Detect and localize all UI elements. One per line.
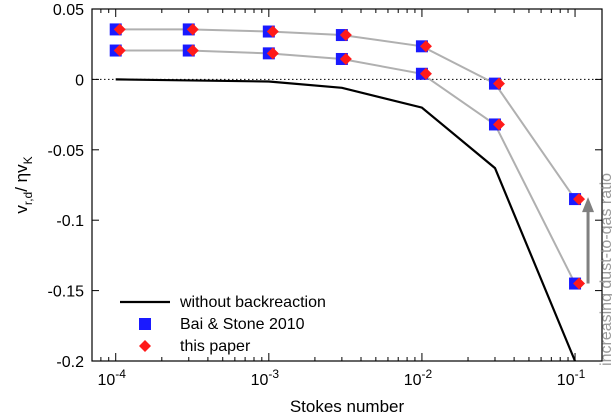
annotation-text: increasing dust-to-gas ratio	[598, 173, 612, 366]
y-axis-label-denominator: / ηv	[12, 164, 31, 192]
y-tick-label: -0.2	[56, 354, 84, 371]
this-paper-diamond-marker	[419, 67, 432, 80]
this-paper-diamond-marker	[186, 44, 199, 57]
y-tick-label: -0.1	[56, 213, 84, 230]
this-paper-diamond-marker	[573, 193, 586, 206]
y-tick-label: 0.05	[53, 2, 84, 19]
this-paper-diamond-marker	[113, 23, 126, 36]
y-tick-label: -0.15	[48, 284, 85, 301]
y-axis-label: vr,d/ ηvK	[12, 156, 35, 213]
this-paper-diamond-marker	[266, 47, 279, 60]
this-paper-diamond-marker	[339, 52, 352, 65]
y-tick-label: -0.05	[48, 143, 85, 160]
marker-layer	[109, 23, 586, 290]
series-line-without-backreaction	[115, 78, 577, 362]
x-tick-label: 10-3	[251, 367, 280, 389]
y-tick-label: 0	[75, 72, 84, 89]
legend-label: Bai & Stone 2010	[180, 316, 305, 333]
y-axis-label-den-sub: K	[21, 156, 35, 164]
this-paper-diamond-marker	[113, 44, 126, 57]
x-axis-label: Stokes number	[290, 397, 405, 416]
x-tick-label: 10-2	[404, 367, 433, 389]
tick-layer: 0.05 0 -0.05 -0.1 -0.15 -0.2 10-4 10-3 10-2 10-1	[48, 2, 602, 389]
this-paper-diamond-marker	[492, 118, 505, 131]
annotation: increasing dust-to-gas ratio	[582, 173, 612, 366]
this-paper-diamond-marker	[573, 277, 586, 290]
this-paper-diamond-marker	[419, 40, 432, 53]
legend-swatch-square	[139, 318, 151, 330]
y-axis-label-sub: r,d	[21, 192, 35, 205]
legend-swatch-diamond	[139, 340, 151, 352]
this-paper-diamond-marker	[266, 25, 279, 38]
this-paper-diamond-marker	[186, 23, 199, 36]
annotation-arrowhead	[582, 197, 595, 213]
legend-label: without backreaction	[179, 294, 326, 311]
legend: without backreaction Bai & Stone 2010 this…	[120, 294, 326, 355]
connector-line	[115, 49, 576, 285]
this-paper-diamond-marker	[339, 29, 352, 42]
x-tick-label: 10-1	[557, 367, 586, 389]
y-axis-label-main: v	[12, 205, 31, 214]
x-tick-label: 10-4	[97, 367, 126, 389]
plot-frame	[91, 8, 603, 362]
this-paper-diamond-marker	[492, 77, 505, 90]
axis-label-layer: Stokes number vr,d/ ηvK	[12, 156, 405, 416]
legend-label: this paper	[180, 338, 251, 355]
